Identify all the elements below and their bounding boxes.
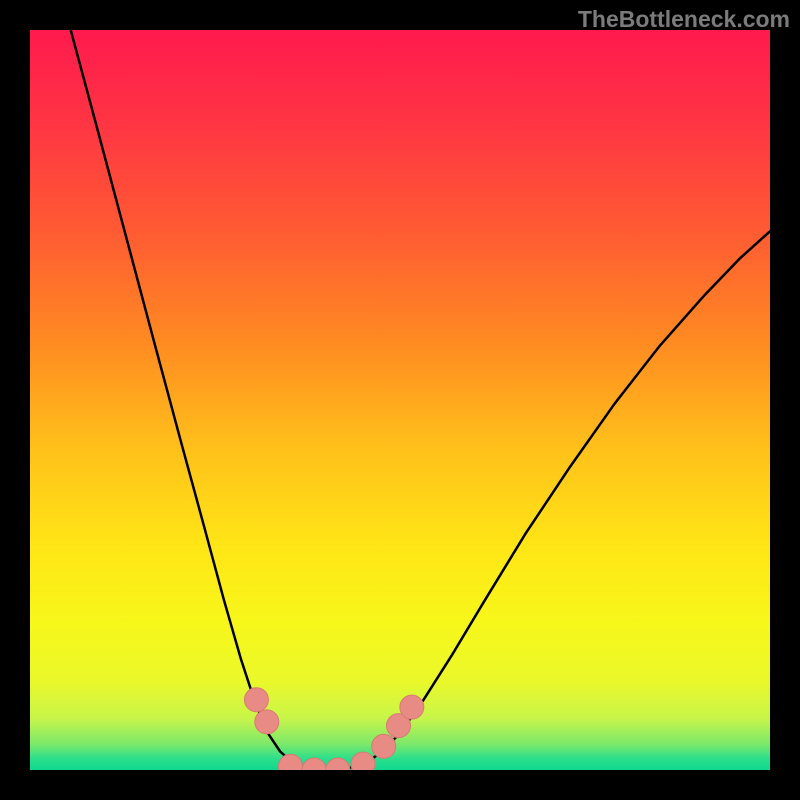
data-marker — [278, 754, 302, 778]
chart-canvas: TheBottleneck.com — [0, 0, 800, 800]
watermark-text: TheBottleneck.com — [578, 6, 790, 33]
data-marker — [400, 695, 424, 719]
data-marker — [372, 734, 396, 758]
data-marker — [351, 752, 375, 776]
bottleneck-chart — [0, 0, 800, 800]
gradient-background — [30, 30, 770, 770]
data-marker — [302, 758, 326, 782]
data-marker — [326, 758, 350, 782]
data-marker — [244, 688, 268, 712]
data-marker — [255, 710, 279, 734]
